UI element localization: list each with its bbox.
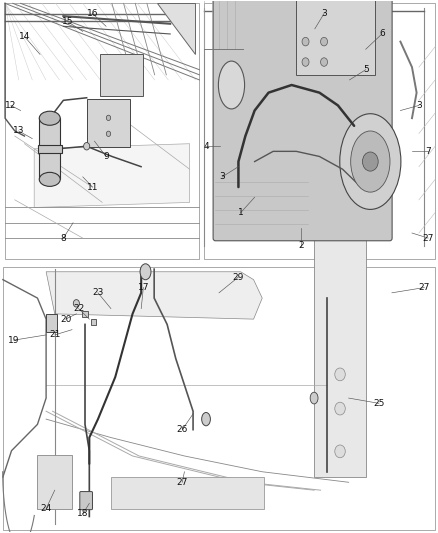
Text: 3: 3	[321, 9, 327, 18]
Ellipse shape	[219, 61, 244, 109]
FancyBboxPatch shape	[38, 144, 62, 153]
Circle shape	[335, 445, 345, 458]
Text: 26: 26	[177, 425, 188, 434]
Text: 1: 1	[238, 208, 244, 217]
FancyBboxPatch shape	[87, 99, 131, 147]
Text: 29: 29	[233, 272, 244, 281]
Text: 15: 15	[61, 17, 73, 26]
Text: 20: 20	[60, 314, 71, 324]
Text: 11: 11	[87, 183, 98, 191]
FancyBboxPatch shape	[111, 477, 264, 508]
FancyBboxPatch shape	[296, 0, 375, 75]
Polygon shape	[34, 144, 190, 207]
Text: 6: 6	[379, 29, 385, 38]
Circle shape	[106, 115, 111, 120]
Ellipse shape	[140, 264, 151, 280]
Circle shape	[321, 37, 328, 46]
Bar	[5, 3, 199, 259]
Text: 21: 21	[49, 330, 60, 340]
Text: 2: 2	[298, 241, 304, 251]
Circle shape	[106, 131, 111, 136]
Text: 8: 8	[60, 233, 66, 243]
FancyBboxPatch shape	[38, 455, 72, 508]
Text: 27: 27	[423, 233, 434, 243]
Text: 18: 18	[77, 510, 88, 519]
Bar	[204, 3, 435, 259]
Text: 27: 27	[419, 283, 430, 292]
Text: 25: 25	[373, 399, 385, 408]
Circle shape	[302, 37, 309, 46]
Text: 14: 14	[19, 32, 30, 41]
Ellipse shape	[340, 114, 401, 209]
Ellipse shape	[201, 413, 210, 426]
Text: 27: 27	[177, 478, 188, 487]
FancyBboxPatch shape	[314, 132, 367, 477]
Text: 16: 16	[87, 9, 98, 18]
Text: 13: 13	[13, 126, 25, 135]
Text: 24: 24	[40, 504, 52, 513]
Text: 7: 7	[425, 147, 431, 156]
Circle shape	[363, 152, 378, 171]
Bar	[3, 266, 435, 530]
Ellipse shape	[351, 131, 390, 192]
Text: 5: 5	[363, 65, 368, 74]
Text: 17: 17	[138, 283, 149, 292]
Ellipse shape	[39, 172, 60, 187]
Text: 3: 3	[219, 172, 225, 181]
Text: 12: 12	[5, 101, 17, 110]
Text: 23: 23	[92, 288, 104, 297]
Circle shape	[335, 402, 345, 415]
Circle shape	[321, 58, 328, 66]
Text: 19: 19	[8, 336, 19, 345]
Polygon shape	[157, 3, 195, 54]
Circle shape	[84, 142, 90, 150]
FancyBboxPatch shape	[39, 118, 60, 180]
Circle shape	[335, 368, 345, 381]
Text: 22: 22	[73, 304, 84, 313]
FancyBboxPatch shape	[91, 319, 96, 325]
Text: 3: 3	[416, 101, 422, 110]
Text: 9: 9	[103, 152, 109, 161]
FancyBboxPatch shape	[80, 491, 92, 510]
Ellipse shape	[39, 111, 60, 125]
FancyBboxPatch shape	[100, 53, 144, 96]
FancyBboxPatch shape	[46, 314, 57, 332]
Text: 4: 4	[203, 142, 209, 151]
Polygon shape	[46, 272, 262, 319]
Circle shape	[73, 300, 79, 307]
Circle shape	[302, 58, 309, 66]
FancyBboxPatch shape	[82, 311, 88, 317]
FancyBboxPatch shape	[213, 0, 392, 241]
Ellipse shape	[310, 392, 318, 404]
